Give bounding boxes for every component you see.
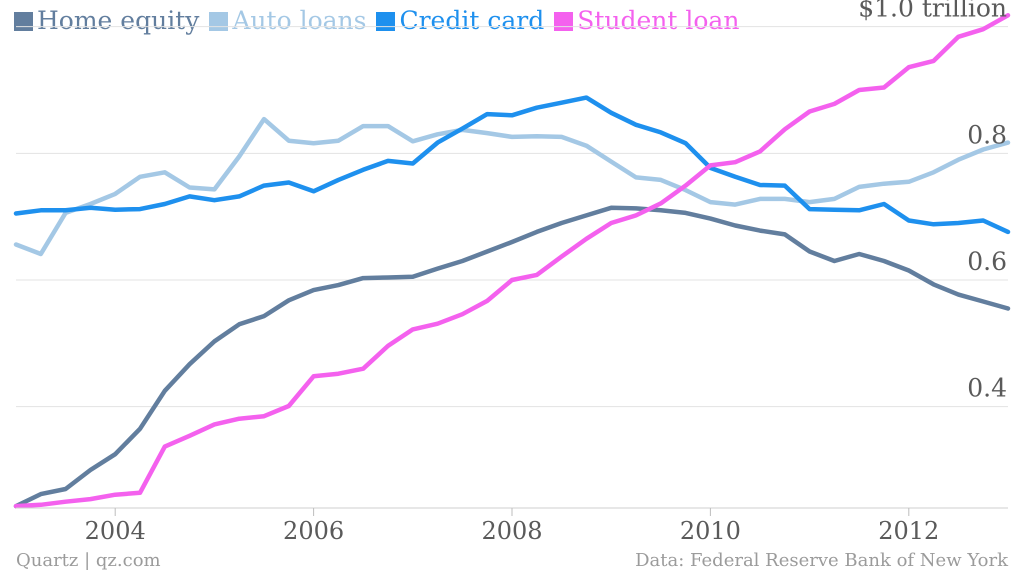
y-tick-label: 0.4: [967, 374, 1007, 403]
legend-item-home-equity[interactable]: Home equity: [14, 4, 199, 38]
series-line-auto-loans: [13, 116, 1011, 257]
legend-label-auto-loans: Auto loans: [232, 6, 367, 35]
legend-item-auto-loans[interactable]: Auto loans: [209, 4, 366, 38]
legend-item-credit-card[interactable]: Credit card: [376, 4, 544, 38]
series-line-credit-card: [13, 95, 1011, 235]
x-tick-label: 2010: [680, 517, 741, 545]
legend-swatch-credit-card: [376, 11, 396, 31]
x-tick-label: 2006: [283, 517, 344, 545]
legend-label-credit-card: Credit card: [399, 6, 545, 35]
y-tick-label: 0.8: [967, 120, 1007, 149]
chart-legend: Home equity Auto loans Credit card Stude…: [14, 4, 739, 38]
data-source: Data: Federal Reserve Bank of New York: [635, 550, 1008, 571]
legend-item-student-loan[interactable]: Student loan: [554, 4, 739, 38]
x-tick-label: 2008: [481, 517, 542, 545]
x-tick-label: 2004: [85, 517, 146, 545]
x-tick-label: 2012: [878, 517, 939, 545]
legend-swatch-home-equity: [14, 11, 33, 31]
y-tick-label: 0.6: [967, 247, 1007, 276]
source-credit: Quartz | qz.com: [16, 550, 161, 571]
series-line-student-loan: [13, 13, 1011, 509]
legend-swatch-auto-loans: [209, 11, 229, 31]
y-tick-label: $1.0 trillion: [858, 0, 1007, 23]
legend-swatch-student-loan: [554, 11, 574, 31]
legend-label-student-loan: Student loan: [577, 6, 740, 35]
series-line-home-equity: [13, 205, 1011, 509]
legend-label-home-equity: Home equity: [37, 6, 200, 35]
